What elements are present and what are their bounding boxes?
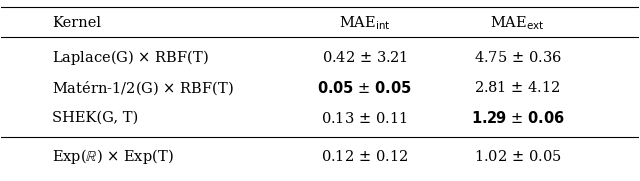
Text: MAE$_{\mathrm{ext}}$: MAE$_{\mathrm{ext}}$ — [490, 14, 545, 32]
Text: $\mathbf{0.05}$ $\pm$ $\mathbf{0.05}$: $\mathbf{0.05}$ $\pm$ $\mathbf{0.05}$ — [317, 80, 412, 96]
Text: MAE$_{\mathrm{int}}$: MAE$_{\mathrm{int}}$ — [339, 14, 390, 32]
Text: Exp($\mathbb{R}$) $\times$ Exp(T): Exp($\mathbb{R}$) $\times$ Exp(T) — [52, 147, 174, 166]
Text: 1.02 $\pm$ 0.05: 1.02 $\pm$ 0.05 — [474, 149, 561, 164]
Text: 4.75 $\pm$ 0.36: 4.75 $\pm$ 0.36 — [474, 50, 561, 65]
Text: $\mathbf{1.29}$ $\pm$ $\mathbf{0.06}$: $\mathbf{1.29}$ $\pm$ $\mathbf{0.06}$ — [470, 110, 564, 126]
Text: 0.13 $\pm$ 0.11: 0.13 $\pm$ 0.11 — [321, 111, 408, 126]
Text: 2.81 $\pm$ 4.12: 2.81 $\pm$ 4.12 — [474, 80, 561, 95]
Text: 0.12 $\pm$ 0.12: 0.12 $\pm$ 0.12 — [321, 149, 408, 164]
Text: Kernel: Kernel — [52, 16, 101, 30]
Text: 0.42 $\pm$ 3.21: 0.42 $\pm$ 3.21 — [321, 50, 408, 65]
Text: Matérn-1/2(G) $\times$ RBF(T): Matérn-1/2(G) $\times$ RBF(T) — [52, 79, 234, 97]
Text: SHEK(G, T): SHEK(G, T) — [52, 111, 139, 125]
Text: Laplace(G) $\times$ RBF(T): Laplace(G) $\times$ RBF(T) — [52, 48, 209, 67]
